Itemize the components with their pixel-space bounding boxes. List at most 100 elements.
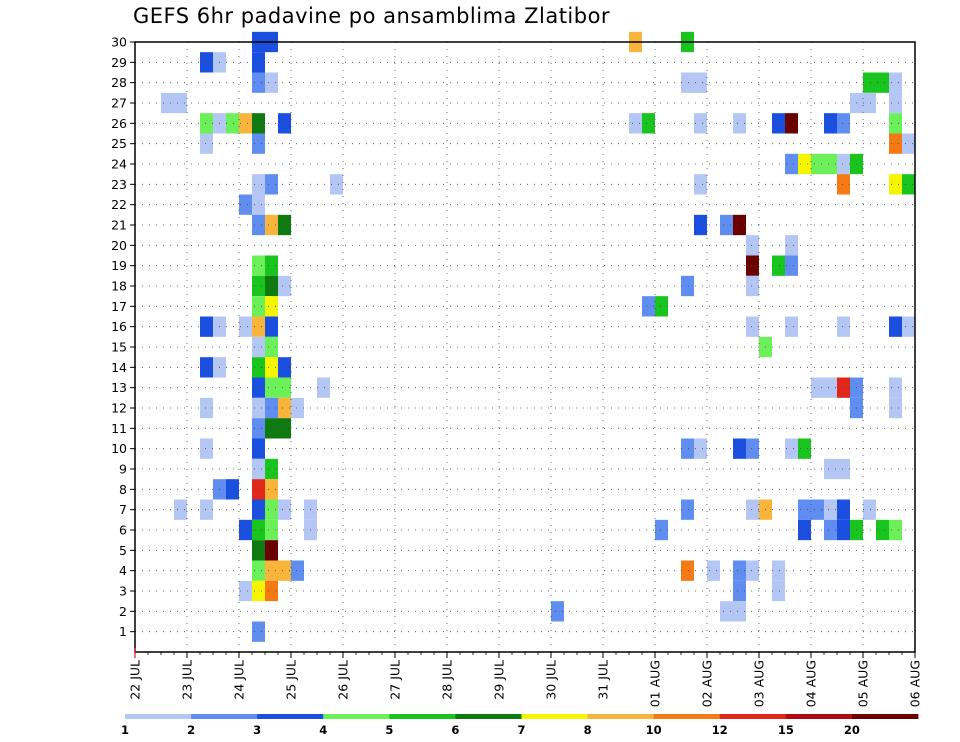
heatmap-cell (265, 499, 278, 520)
heatmap-cell (252, 499, 265, 520)
heatmap-cell (252, 377, 265, 398)
y-tick-label: 12 (111, 401, 127, 416)
x-tick-label: 04 AUG (804, 660, 819, 707)
y-tick-label: 21 (111, 218, 127, 233)
heatmap-cell (837, 519, 850, 541)
y-tick-label: 6 (119, 523, 127, 538)
heatmap-cell (681, 275, 694, 297)
heatmap-cell (824, 113, 837, 134)
heatmap-cell (200, 52, 213, 73)
y-tick-label: 17 (111, 299, 127, 314)
heatmap-cell (265, 336, 278, 358)
heatmap-cell (252, 52, 265, 73)
heatmap-cell (837, 174, 850, 195)
colorbar-segment (257, 714, 324, 719)
x-tick-label: 27 JUL (388, 660, 403, 700)
heatmap-cell (291, 560, 304, 581)
heatmap-cell (694, 438, 707, 459)
heatmap-cell (889, 133, 902, 154)
x-tick-label: 01 AUG (648, 660, 663, 707)
heatmap-cell (278, 377, 291, 398)
heatmap-cell (265, 214, 278, 236)
y-tick-label: 24 (111, 157, 127, 172)
y-tick-label: 28 (111, 75, 127, 90)
heatmap-cell (252, 438, 265, 459)
x-tick-label: 03 AUG (752, 660, 767, 707)
heatmap-cell (252, 194, 265, 215)
heatmap-cell (889, 377, 902, 398)
x-tick-label: 29 JUL (492, 660, 507, 700)
colorbar-label: 3 (253, 723, 261, 737)
heatmap-cell (200, 438, 213, 459)
heatmap-cell (681, 72, 694, 93)
colorbar-label: 5 (385, 723, 393, 737)
heatmap-cell (772, 255, 785, 276)
y-tick-label: 4 (119, 563, 127, 578)
y-tick-label: 22 (111, 197, 127, 212)
heatmap-cell (863, 92, 876, 114)
heatmap-cell (889, 519, 902, 541)
x-tick-label: 25 JUL (284, 660, 299, 700)
y-tick-label: 16 (111, 319, 127, 334)
heatmap-cell (824, 519, 837, 541)
colorbar-label: 7 (517, 723, 525, 737)
heatmap-cell (265, 540, 278, 561)
heatmap-cell (252, 336, 265, 358)
colorbar-segment (389, 714, 456, 719)
heatmap-cell (733, 580, 746, 602)
heatmap-cell (174, 92, 187, 114)
heatmap-cell (811, 377, 824, 398)
colorbar-segment (785, 714, 853, 719)
heatmap-cell (265, 377, 278, 398)
colorbar-segment (587, 714, 655, 719)
heatmap-cell (278, 560, 291, 581)
y-tick-label: 29 (111, 55, 127, 70)
heatmap-cell (265, 479, 278, 500)
heatmap-cell (889, 72, 902, 93)
y-tick-label: 8 (119, 482, 127, 497)
heatmap-cell (200, 397, 213, 419)
x-tick-label: 05 AUG (856, 660, 871, 707)
heatmap-cell (876, 72, 889, 93)
y-tick-label: 18 (111, 279, 127, 294)
heatmap-cell (681, 560, 694, 581)
heatmap-cell (785, 255, 798, 276)
y-tick-label: 15 (111, 340, 127, 355)
y-tick-label: 25 (111, 136, 127, 151)
colorbar-segment (191, 714, 258, 719)
colorbar-segment (851, 714, 919, 719)
colorbar-legend: 1 2 3 4 5 6 7 8 10 12 15 20 (121, 714, 919, 737)
y-tick-label: 30 (111, 35, 127, 50)
heatmap-cell (733, 560, 746, 581)
heatmap-cell (278, 214, 291, 236)
heatmap-cell (239, 113, 252, 134)
heatmap-cell (252, 621, 265, 642)
colorbar-label: 20 (844, 723, 860, 737)
heatmap-cell (252, 580, 265, 602)
heatmap-cell (642, 296, 655, 317)
heatmap-cell (642, 113, 655, 134)
colorbar-label: 12 (712, 723, 728, 737)
y-tick-label: 20 (111, 238, 127, 253)
heatmap-cell (252, 540, 265, 561)
x-tick-label: 22 JUL (128, 660, 143, 700)
y-tick-label: 2 (119, 604, 127, 619)
y-tick-label: 14 (111, 360, 127, 375)
heatmap-cell (746, 316, 759, 337)
heatmap-cell (252, 357, 265, 378)
heatmap-cell (889, 174, 902, 195)
heatmap-cell (785, 316, 798, 337)
heatmap-cell (265, 560, 278, 581)
heatmap-cell (785, 113, 798, 134)
heatmap-cell (252, 397, 265, 419)
heatmap-cell (252, 296, 265, 317)
heatmap-cell (239, 316, 252, 337)
heatmap-cell (746, 255, 759, 276)
heatmap-cell (252, 316, 265, 337)
heatmap-cell (811, 499, 824, 520)
heatmap-cell (265, 458, 278, 480)
heatmap-cell (265, 418, 278, 439)
x-tick-label: 23 JUL (180, 660, 195, 700)
heatmap-cell (837, 113, 850, 134)
